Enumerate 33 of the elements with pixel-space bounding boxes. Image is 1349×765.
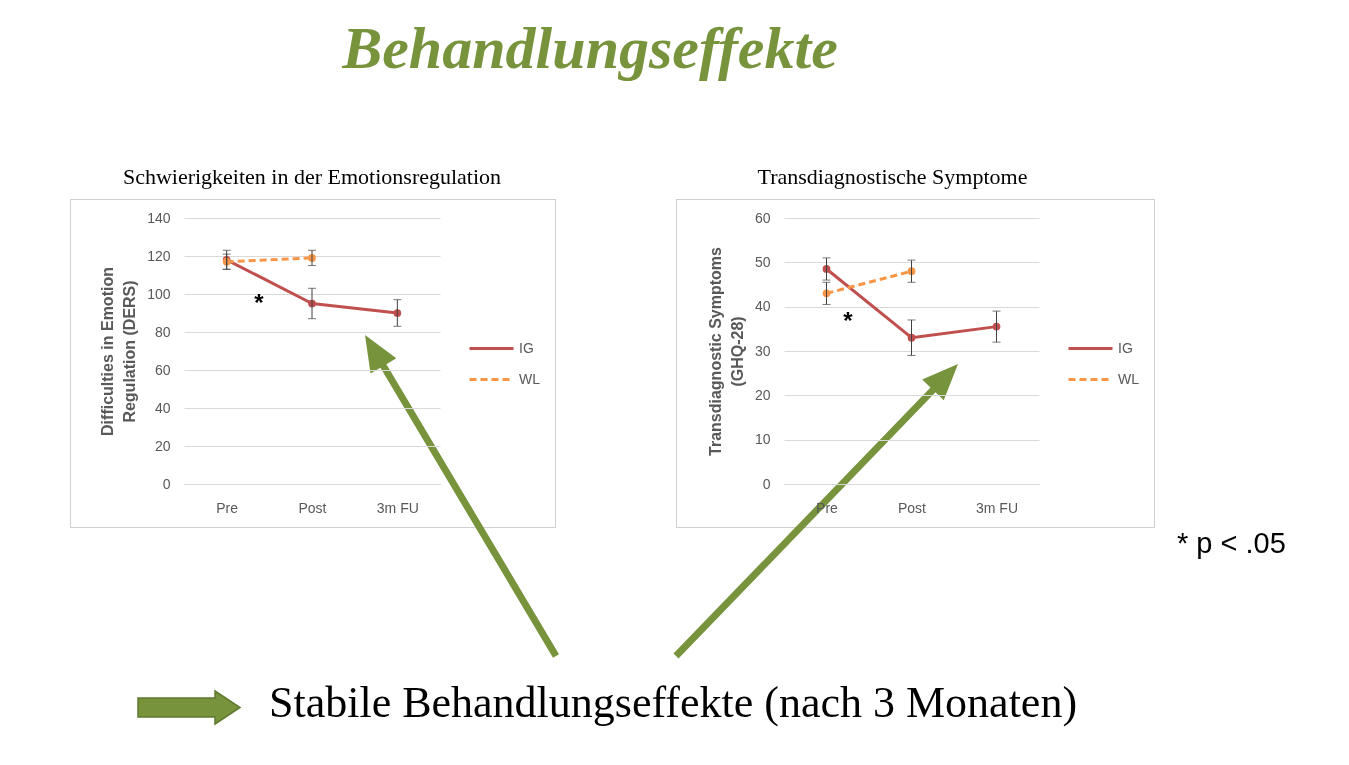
text: Stabile Behandlungseffekte (nach 3 Monaten)	[269, 677, 1078, 728]
x-tick-label: Post	[897, 499, 927, 516]
y-tick-label: 50	[754, 253, 771, 270]
annotation: *	[254, 289, 265, 316]
annotation: *	[843, 307, 854, 334]
y-tick-label: 0	[162, 475, 171, 492]
y-tick-label: 140	[147, 209, 171, 226]
x-tick-label: 3m FU	[376, 499, 419, 516]
y-tick-label: 100	[147, 285, 171, 302]
y-axis-title: Transdiagnostic Symptoms (GHQ-28)	[706, 246, 746, 456]
chart-title: Transdiagnostische Symptome	[757, 164, 1028, 189]
y-tick-label: 30	[754, 342, 771, 359]
y-tick-label: 20	[154, 437, 171, 454]
legend-label: IG	[519, 339, 534, 356]
legend-label: IG	[1118, 339, 1133, 356]
y-tick-label: 40	[754, 298, 771, 315]
x-tick-label: 3m FU	[976, 499, 1018, 516]
text: * p < .05	[1177, 527, 1286, 560]
y-tick-label: 0	[762, 475, 771, 492]
legend-label: WL	[1118, 370, 1140, 387]
y-tick-label: 60	[154, 361, 171, 378]
x-tick-label: Post	[298, 499, 327, 516]
chart-title: Schwierigkeiten in der Emotionsregulation	[122, 164, 502, 189]
y-tick-label: 40	[154, 399, 171, 416]
y-tick-label: 10	[754, 431, 771, 448]
text: Behandlungseffekte	[340, 14, 839, 83]
y-tick-label: 80	[154, 323, 171, 340]
y-tick-label: 120	[147, 247, 171, 264]
legend-label: WL	[519, 370, 541, 387]
x-tick-label: Pre	[216, 499, 239, 516]
y-tick-label: 60	[754, 209, 771, 226]
y-axis-title: Difficulties in Emotion Regulation (DERS)	[99, 267, 139, 436]
y-tick-label: 20	[754, 386, 771, 403]
